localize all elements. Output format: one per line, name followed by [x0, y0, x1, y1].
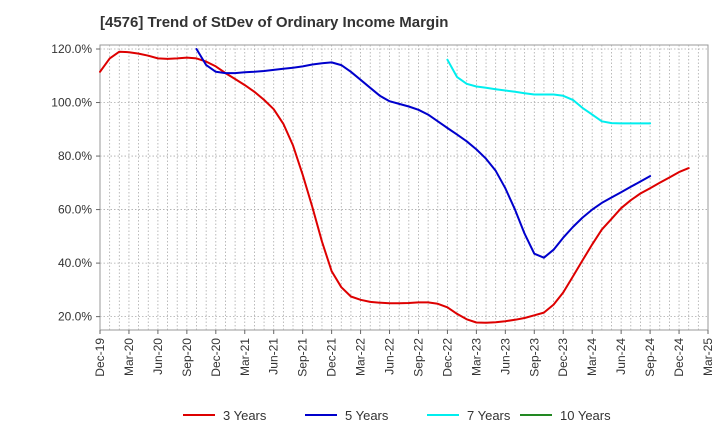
chart-title: [4576] Trend of StDev of Ordinary Income…: [100, 14, 449, 31]
x-tick-label: Jun-21: [267, 338, 281, 375]
x-tick-label: Dec-23: [556, 338, 570, 377]
y-tick-label: 100.0%: [51, 96, 92, 110]
x-tick-label: Jun-20: [151, 338, 165, 375]
plot-area: [99, 44, 709, 331]
legend-label: 10 Years: [560, 408, 611, 423]
x-tick-label: Sep-23: [527, 338, 541, 377]
x-tick-label: Sep-22: [411, 338, 425, 377]
x-tick-label: Dec-24: [672, 338, 686, 377]
x-tick-label: Dec-22: [440, 338, 454, 377]
x-tick-label: Mar-25: [701, 338, 715, 376]
x-tick-label: Mar-23: [469, 338, 483, 376]
x-tick-label: Jun-24: [614, 338, 628, 375]
x-tick-label: Dec-21: [325, 338, 339, 377]
series-line-5-years: [195, 48, 652, 259]
y-tick-label: 20.0%: [58, 310, 92, 324]
x-tick-label: Dec-19: [93, 338, 107, 377]
y-tick-label: 120.0%: [51, 42, 92, 56]
x-tick-label: Sep-24: [643, 338, 657, 377]
legend-label: 5 Years: [345, 408, 389, 423]
y-tick-label: 80.0%: [58, 149, 92, 163]
x-tick-label: Sep-21: [296, 338, 310, 377]
x-tick-label: Mar-21: [238, 338, 252, 376]
x-tick-label: Jun-22: [383, 338, 397, 375]
x-tick-label: Dec-20: [209, 338, 223, 377]
legend-label: 7 Years: [467, 408, 511, 423]
series-line-3-years: [99, 50, 690, 324]
y-tick-label: 60.0%: [58, 203, 92, 217]
x-tick-label: Sep-20: [180, 338, 194, 377]
y-tick-label: 40.0%: [58, 256, 92, 270]
x-tick-label: Mar-20: [122, 338, 136, 376]
series-line-7-years: [446, 58, 652, 125]
x-tick-label: Jun-23: [498, 338, 512, 375]
legend-label: 3 Years: [223, 408, 267, 423]
x-tick-label: Mar-24: [585, 338, 599, 376]
x-tick-label: Mar-22: [354, 338, 368, 376]
